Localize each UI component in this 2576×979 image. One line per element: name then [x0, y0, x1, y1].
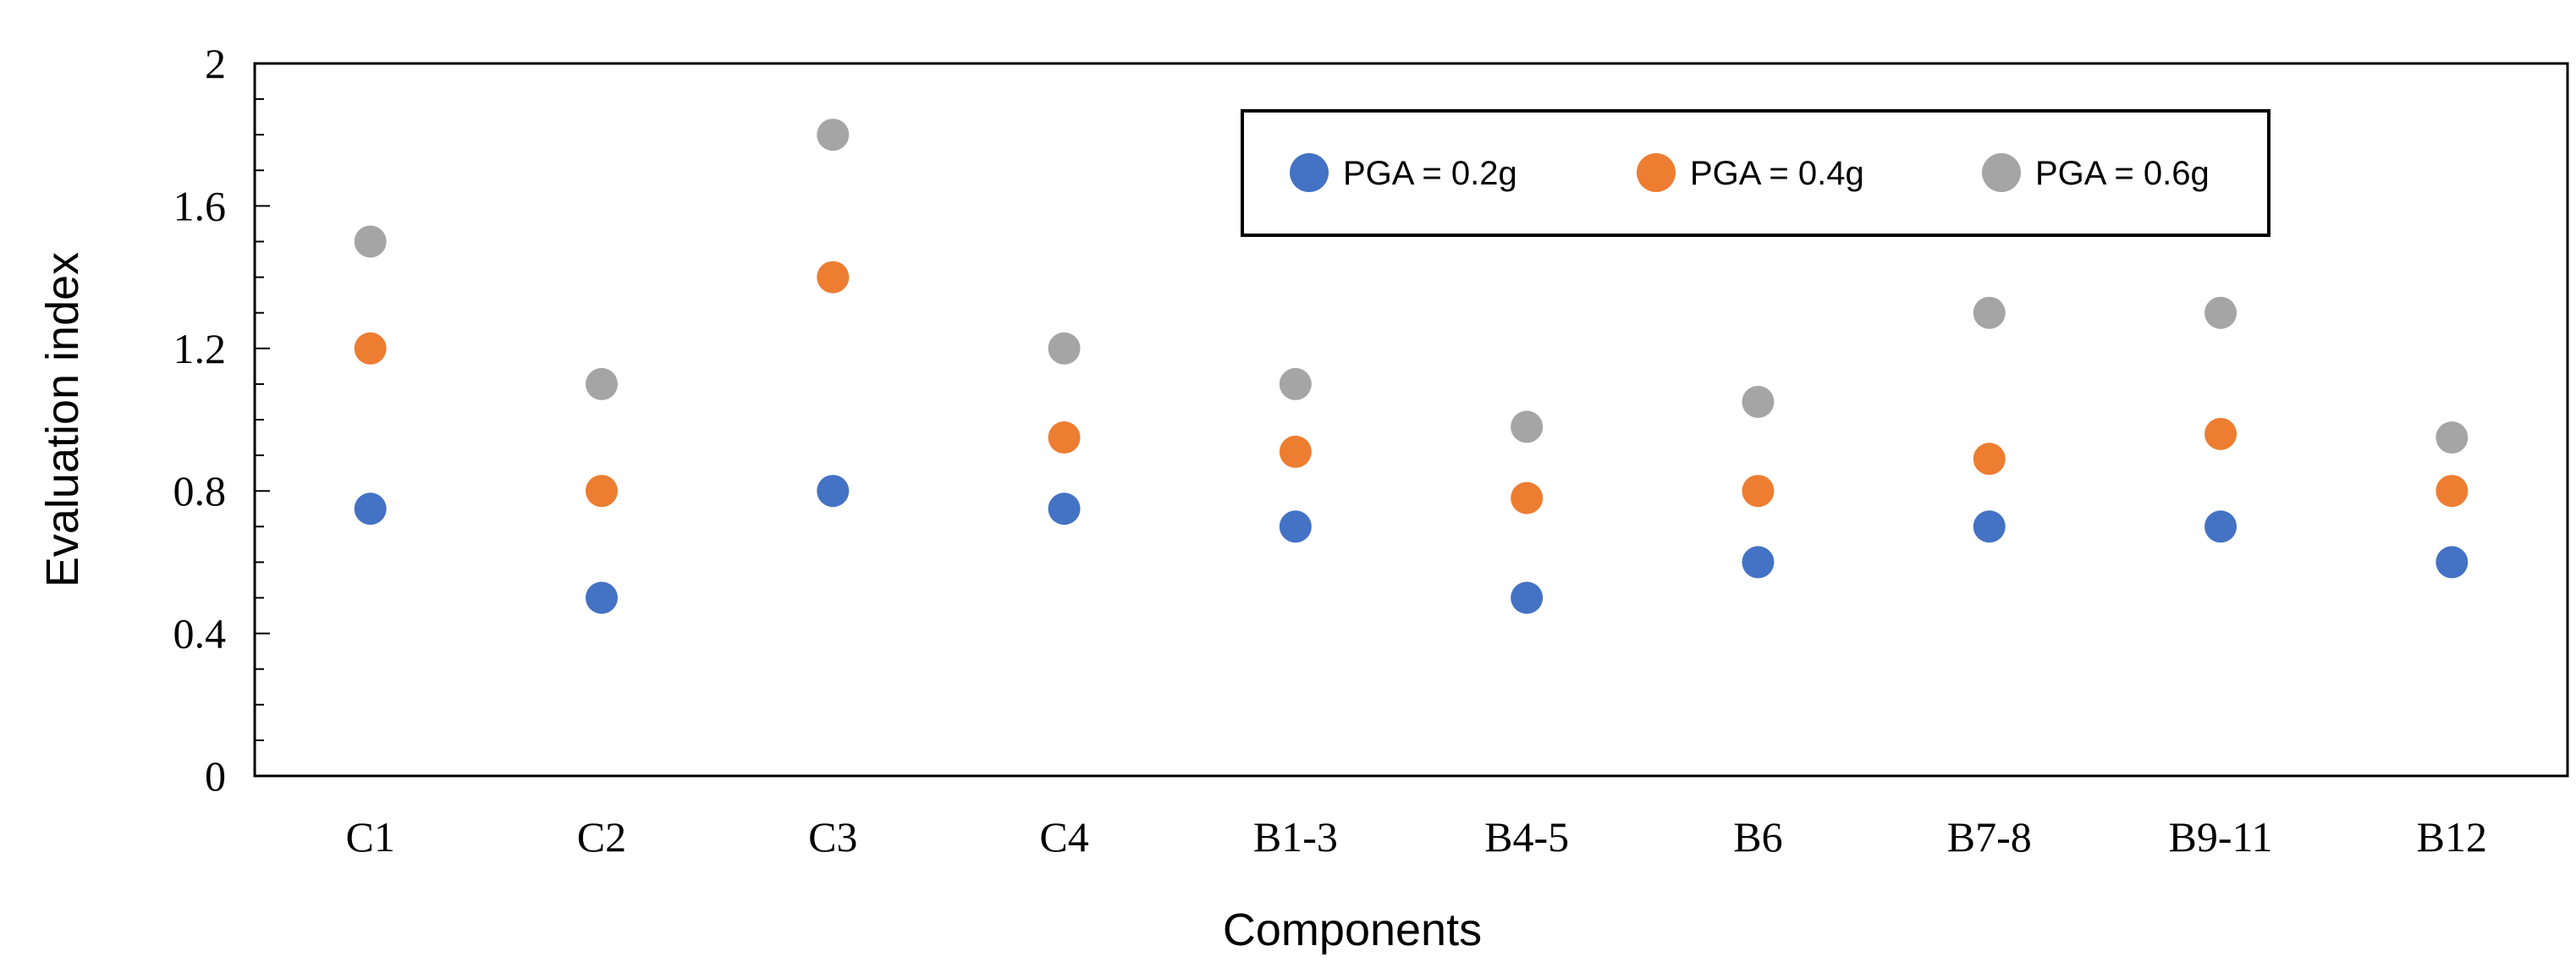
data-point [817, 118, 850, 151]
data-point [1511, 481, 1544, 514]
legend-label: PGA = 0.6g [2035, 155, 2210, 192]
data-point [354, 332, 387, 365]
data-point [1973, 296, 2006, 329]
data-point [2204, 510, 2237, 543]
legend-label: PGA = 0.4g [1690, 155, 1864, 192]
series-1 [354, 475, 2469, 614]
data-points [354, 118, 2469, 614]
x-tick-label: C3 [808, 813, 857, 861]
data-point [585, 367, 618, 400]
data-point [585, 581, 618, 614]
x-tick-label: B4-5 [1484, 813, 1569, 861]
y-axis: 0 0.4 0.8 1.2 1.6 2 [173, 40, 270, 800]
legend-marker [1637, 153, 1676, 192]
data-point [1048, 492, 1081, 525]
y-tick-label: 1.6 [173, 182, 227, 229]
series-2 [354, 261, 2469, 514]
x-tick-label: C4 [1039, 813, 1088, 861]
legend-marker [1982, 153, 2021, 192]
data-point [1511, 581, 1544, 614]
x-tick-label: B9-11 [2168, 813, 2272, 861]
x-tick-label: C1 [345, 813, 394, 861]
data-point [1973, 443, 2006, 476]
data-point [354, 225, 387, 258]
data-point [2436, 421, 2469, 454]
data-point [1279, 510, 1312, 543]
data-point [354, 492, 387, 525]
x-tick-label: B12 [2417, 813, 2487, 861]
x-tick-label: C2 [577, 813, 626, 861]
legend: PGA = 0.2g PGA = 0.4g PGA = 0.6g [1241, 109, 2271, 237]
data-point [817, 261, 850, 294]
data-point [2436, 546, 2469, 579]
data-point [1742, 475, 1775, 508]
data-point [2436, 475, 2469, 508]
legend-marker [1290, 153, 1329, 192]
legend-frame [1241, 109, 2271, 237]
data-point [1511, 410, 1544, 443]
data-point [1742, 385, 1775, 418]
y-axis-title: Evaluation index [37, 252, 88, 587]
data-point [1279, 367, 1312, 400]
data-point [817, 475, 850, 508]
data-point [1742, 546, 1775, 579]
y-tick-label: 1.2 [173, 325, 227, 372]
data-point [1973, 510, 2006, 543]
x-axis: C1 C2 C3 C4 B1-3 B4-5 B6 B7-8 B9-11 B12 [345, 813, 2487, 861]
data-point [585, 475, 618, 508]
y-tick-label: 0 [205, 752, 226, 800]
data-point [1048, 421, 1081, 454]
x-axis-title: Components [1223, 905, 1482, 955]
y-tick-label: 0.8 [173, 467, 227, 514]
y-tick-label: 2 [205, 40, 226, 87]
x-tick-label: B7-8 [1947, 813, 2032, 861]
data-point [2204, 417, 2237, 450]
data-point [2204, 296, 2237, 329]
data-point [1279, 435, 1312, 468]
series-3 [354, 118, 2469, 454]
x-tick-label: B6 [1733, 813, 1782, 861]
data-point [1048, 332, 1081, 365]
x-tick-label: B1-3 [1253, 813, 1338, 861]
y-tick-label: 0.4 [173, 610, 227, 657]
legend-label: PGA = 0.2g [1343, 155, 1517, 192]
